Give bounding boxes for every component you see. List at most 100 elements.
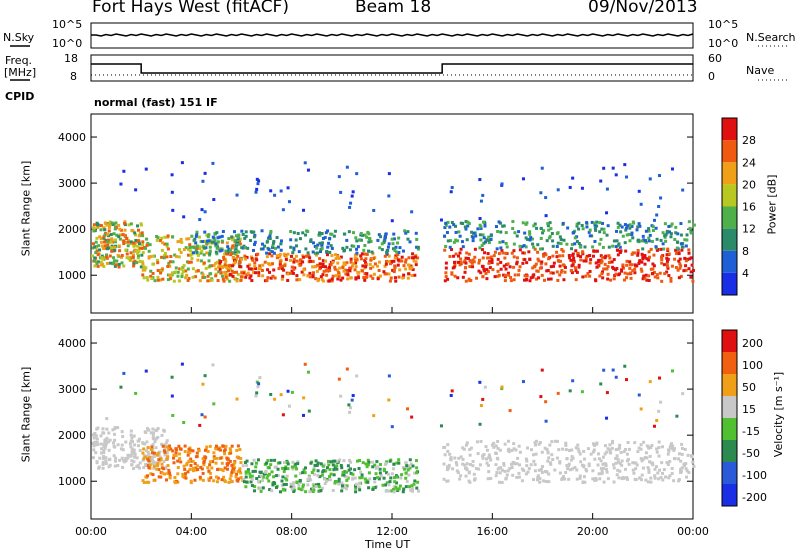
- scatter-cell: [634, 467, 638, 471]
- scatter-cell: [339, 255, 343, 259]
- scatter-cell: [666, 266, 670, 270]
- scatter-cell: [555, 232, 559, 236]
- scatter-cell: [500, 387, 504, 391]
- scatter-cell: [106, 243, 110, 247]
- scatter-cell: [659, 475, 663, 479]
- scatter-cell: [337, 482, 341, 486]
- scatter-cell: [454, 238, 458, 242]
- scatter-cell: [155, 453, 159, 457]
- scatter-cell: [392, 237, 396, 241]
- scatter-cell: [404, 471, 408, 475]
- scatter-cell: [253, 264, 257, 268]
- scatter-cell: [203, 374, 207, 378]
- scatter-cell: [601, 455, 605, 459]
- scatter-cell: [498, 448, 502, 452]
- scatter-cell: [555, 456, 559, 460]
- scatter-cell: [313, 251, 317, 255]
- scatter-cell: [140, 231, 144, 235]
- scatter-cell: [97, 466, 101, 470]
- scatter-cell: [163, 251, 167, 255]
- scatter-cell: [219, 456, 223, 460]
- scatter-cell: [647, 274, 651, 278]
- scatter-cell: [538, 441, 542, 445]
- scatter-cell: [584, 274, 588, 278]
- power-colorbar-tick: 8: [742, 245, 749, 258]
- scatter-cell: [141, 268, 145, 272]
- scatter-cell: [197, 449, 201, 453]
- scatter-cell: [405, 465, 409, 469]
- scatter-cell: [588, 269, 592, 273]
- scatter-cell: [147, 459, 151, 463]
- scatter-cell: [307, 254, 311, 258]
- scatter-cell: [385, 471, 389, 475]
- scatter-cell: [131, 255, 135, 259]
- scatter-cell: [248, 276, 252, 280]
- scatter-cell: [411, 464, 415, 468]
- scatter-cell: [674, 248, 678, 252]
- scatter-cell: [159, 475, 163, 479]
- scatter-cell: [386, 245, 390, 249]
- scatter-cell: [272, 239, 276, 243]
- scatter-cell: [560, 248, 564, 252]
- scatter-cell: [544, 253, 548, 257]
- scatter-cell: [604, 464, 608, 468]
- power-colorbar-frame: [721, 117, 738, 296]
- scatter-cell: [457, 230, 461, 234]
- scatter-cell: [347, 403, 351, 407]
- scatter-cell: [464, 279, 468, 283]
- scatter-cell: [137, 439, 141, 443]
- scatter-cell: [473, 255, 477, 259]
- scatter-cell: [110, 221, 114, 225]
- scatter-cell: [395, 256, 399, 260]
- scatter-cell: [660, 461, 664, 465]
- scatter-cell: [575, 468, 579, 472]
- scatter-cell: [677, 276, 681, 280]
- scatter-cell: [600, 469, 604, 473]
- scatter-cell: [144, 369, 148, 373]
- scatter-cell: [510, 466, 514, 470]
- scatter-cell: [92, 229, 96, 233]
- scatter-cell: [676, 232, 680, 236]
- scatter-cell: [550, 231, 554, 235]
- scatter-cell: [187, 447, 191, 451]
- scatter-cell: [180, 362, 184, 366]
- scatter-cell: [549, 462, 553, 466]
- scatter-cell: [369, 239, 373, 243]
- scatter-cell: [128, 258, 132, 262]
- scatter-cell: [141, 234, 145, 238]
- scatter-cell: [679, 242, 683, 246]
- scatter-cell: [236, 272, 240, 276]
- scatter-cell: [328, 468, 332, 472]
- scatter-cell: [387, 398, 391, 402]
- scatter-cell: [580, 390, 584, 394]
- scatter-cell: [598, 221, 602, 225]
- scatter-cell: [150, 458, 154, 462]
- scatter-cell: [239, 456, 243, 460]
- scatter-cell: [444, 275, 448, 279]
- scatter-cell: [562, 238, 566, 242]
- scatter-cell: [147, 466, 151, 470]
- scatter-cell: [521, 380, 525, 384]
- scatter-cell: [645, 257, 649, 261]
- scatter-cell: [364, 261, 368, 265]
- scatter-cell: [136, 254, 140, 258]
- scatter-cell: [218, 261, 222, 265]
- scatter-cell: [328, 268, 332, 272]
- scatter-cell: [683, 256, 687, 260]
- scatter-cell: [585, 254, 589, 258]
- scatter-cell: [107, 225, 111, 229]
- scatter-cell: [503, 279, 507, 283]
- scatter-cell: [110, 244, 114, 248]
- scatter-cell: [367, 460, 371, 464]
- scatter-cell: [241, 232, 245, 236]
- scatter-cell: [147, 255, 151, 259]
- scatter-cell: [92, 448, 96, 452]
- scatter-cell: [112, 232, 116, 236]
- scatter-cell: [397, 275, 401, 279]
- scatter-cell: [235, 277, 239, 281]
- scatter-cell: [691, 279, 695, 283]
- scatter-cell: [589, 452, 593, 456]
- scatter-cell: [615, 239, 619, 243]
- scatter-cell: [339, 464, 343, 468]
- scatter-cell: [398, 246, 402, 250]
